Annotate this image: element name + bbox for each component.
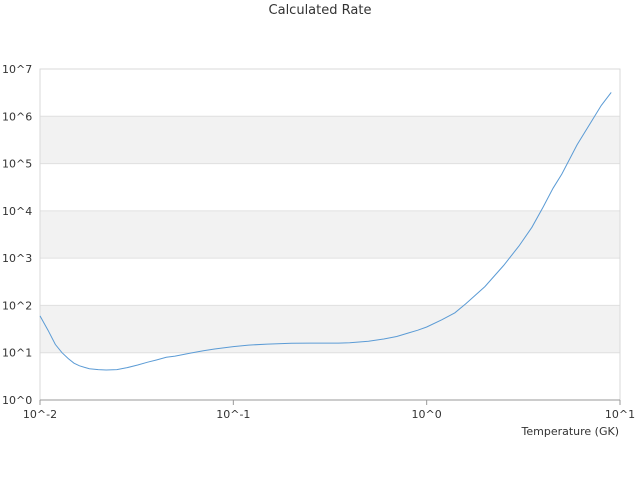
x-axis-title: Temperature (GK) — [521, 425, 620, 438]
y-tick-label: 10^2 — [2, 299, 32, 312]
x-tick-label: 10^0 — [412, 408, 442, 421]
y-tick-label: 10^3 — [2, 252, 32, 265]
x-tick-label: 10^-2 — [23, 408, 57, 421]
grid-band — [40, 305, 620, 353]
y-tick-label: 10^1 — [2, 347, 32, 360]
y-tick-label: 10^5 — [2, 158, 32, 171]
x-tick-label: 10^-1 — [216, 408, 250, 421]
y-tick-label: 10^7 — [2, 63, 32, 76]
grid-band — [40, 210, 620, 259]
x-tick-label: 10^1 — [605, 408, 635, 421]
y-tick-label: 10^0 — [2, 394, 32, 407]
y-tick-label: 10^6 — [2, 110, 32, 123]
rate-series-line — [39, 92, 612, 371]
y-tick-label: 10^4 — [2, 205, 32, 218]
chart-title: Calculated Rate — [268, 3, 372, 18]
grid-band — [40, 116, 620, 164]
